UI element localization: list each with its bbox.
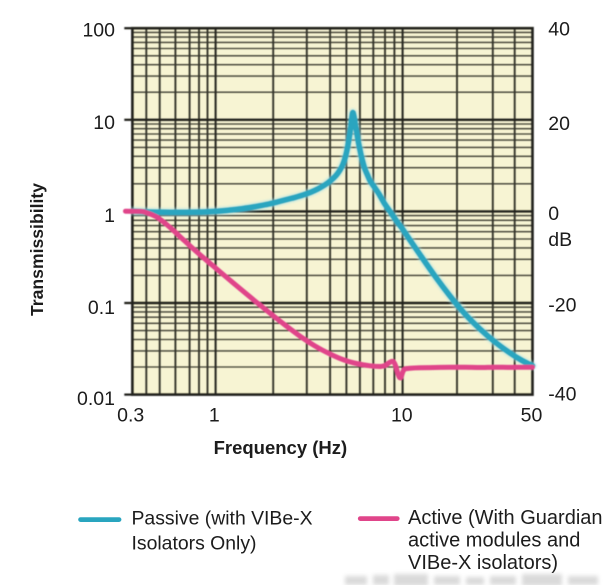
svg-text:active modules and: active modules and xyxy=(408,529,580,551)
svg-text:100: 100 xyxy=(82,20,115,42)
svg-text:1: 1 xyxy=(104,205,115,227)
svg-text:10: 10 xyxy=(391,405,413,427)
svg-text:1: 1 xyxy=(209,405,220,427)
svg-text:Isolators Only): Isolators Only) xyxy=(132,533,257,555)
svg-text:40: 40 xyxy=(548,19,570,41)
svg-text:0.1: 0.1 xyxy=(88,297,115,319)
svg-text:-20: -20 xyxy=(548,295,576,317)
svg-text:0: 0 xyxy=(548,203,559,225)
svg-text:VIBe-X isolators): VIBe-X isolators) xyxy=(408,552,558,574)
svg-text:10: 10 xyxy=(93,112,115,134)
svg-text:20: 20 xyxy=(548,113,570,135)
svg-text:50: 50 xyxy=(521,405,543,427)
svg-text:0.3: 0.3 xyxy=(117,405,144,427)
svg-text:Passive (with VIBe-X: Passive (with VIBe-X xyxy=(132,508,313,530)
svg-text:-40: -40 xyxy=(548,384,576,406)
svg-text:dB: dB xyxy=(548,229,572,251)
svg-text:Frequency (Hz): Frequency (Hz) xyxy=(214,437,348,458)
svg-text:0.01: 0.01 xyxy=(77,388,115,410)
svg-text:Transmissibility: Transmissibility xyxy=(27,183,47,316)
svg-text:Active (With Guardian: Active (With Guardian xyxy=(408,507,603,529)
